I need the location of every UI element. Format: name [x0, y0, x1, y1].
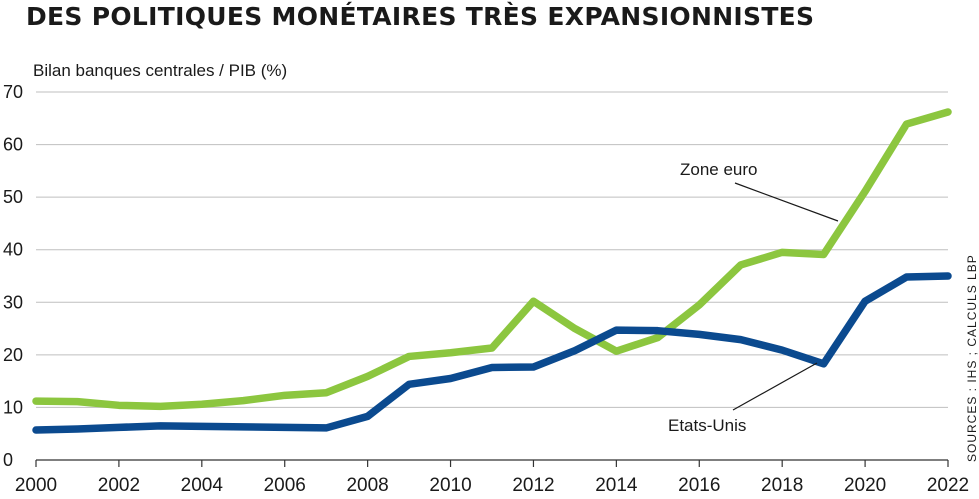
- x-tick-label: 2018: [761, 475, 803, 496]
- x-tick-label: 2014: [595, 475, 638, 496]
- x-tick-label: 2008: [346, 475, 388, 496]
- x-axis-ticks: 2000 2002 2004 2006 2008 2010 2012 2014 2016 2018…: [15, 460, 969, 496]
- x-tick-label: 2002: [98, 475, 140, 496]
- y-tick-label: 60: [3, 135, 23, 155]
- x-tick-label: 2006: [264, 475, 306, 496]
- x-tick-label: 2022: [927, 475, 969, 496]
- series-line-zone-euro: [32, 108, 952, 411]
- y-tick-label: 0: [3, 450, 13, 470]
- zone-euro-leader-line: [734, 182, 839, 222]
- x-tick-label: 2020: [844, 475, 886, 496]
- y-tick-label: 40: [3, 240, 23, 260]
- y-tick-label: 70: [3, 82, 23, 102]
- series-line-etats-unis: [32, 272, 952, 434]
- chart-title: DES POLITIQUES MONÉTAIRES TRÈS EXPANSION…: [26, 2, 815, 31]
- y-tick-label: 10: [3, 397, 23, 417]
- etats-unis-series-label: Etats-Unis: [668, 416, 746, 435]
- y-axis-label: Bilan banques centrales / PIB (%): [33, 61, 287, 80]
- etats-unis-leader-line: [732, 362, 818, 411]
- y-tick-label: 50: [3, 187, 23, 207]
- x-tick-label: 2004: [181, 475, 224, 496]
- x-tick-label: 2000: [15, 475, 57, 496]
- x-tick-label: 2012: [512, 475, 554, 496]
- source-note: SOURCES : IHS ; CALCULS LBP: [965, 254, 979, 462]
- x-tick-label: 2010: [429, 475, 471, 496]
- y-axis-ticks: 0 10 20 30 40 50 60 70: [3, 82, 23, 470]
- x-tick-label: 2016: [678, 475, 720, 496]
- y-tick-label: 30: [3, 292, 23, 312]
- y-tick-label: 20: [3, 345, 23, 365]
- series-lines: [32, 108, 952, 434]
- zone-euro-series-label: Zone euro: [680, 160, 758, 179]
